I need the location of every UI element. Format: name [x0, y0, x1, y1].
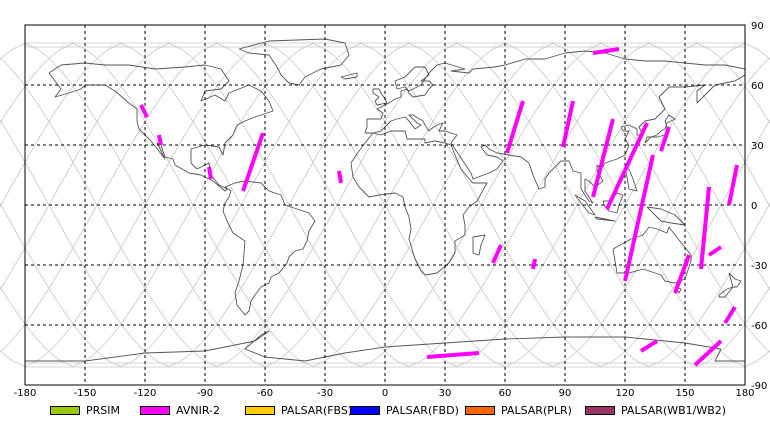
legend-item-palsar-fbd: PALSAR(FBD)	[350, 403, 459, 417]
coastline	[350, 130, 488, 276]
avnir2-observation-strip	[531, 258, 537, 270]
avnir2-observation-strip	[426, 351, 480, 359]
x-tick-label: 180	[735, 388, 754, 399]
coastline	[728, 272, 742, 288]
x-tick-label: -30	[317, 388, 333, 399]
avnir2-observation-strip	[623, 154, 655, 282]
x-tick-label: 90	[559, 388, 572, 399]
x-tick-label: 60	[499, 388, 512, 399]
legend-swatch-palsar-fbs	[245, 405, 275, 415]
avnir2-observation-strip	[591, 118, 615, 198]
axis-ticks: -180 -150 -120 -90 -60 -30 0 30 60 90 120 150 180 90 6…	[14, 21, 768, 399]
coastline	[364, 50, 746, 204]
x-tick-label: -180	[14, 388, 37, 399]
avnir2-observation-strip	[207, 166, 213, 180]
legend-item-palsar-plr: PALSAR(PLR)	[465, 403, 572, 417]
avnir2-observation-strip	[673, 254, 691, 294]
y-tick-label: 0	[751, 201, 757, 212]
avnir2-observation-strip	[727, 164, 739, 206]
coastline	[718, 286, 734, 298]
legend-swatch-avnir2	[140, 405, 170, 415]
avnir2-observation-strip	[659, 126, 671, 152]
legend-item-palsar-wb: PALSAR(WB1/WB2)	[585, 403, 726, 417]
coastline	[340, 72, 358, 80]
orbit-track	[695, 285, 770, 368]
coastline	[594, 216, 616, 222]
orbit-track	[695, 42, 770, 125]
coastline	[624, 168, 638, 192]
map-frame	[24, 24, 746, 386]
y-tick-label: -60	[751, 321, 767, 332]
legend-label-palsar-wb: PALSAR(WB1/WB2)	[621, 403, 727, 417]
coastline	[574, 194, 596, 216]
coastline	[644, 114, 676, 144]
orbit-track	[0, 42, 75, 125]
legend-item-prism: PRSIM	[50, 403, 120, 417]
legend-label-palsar-plr: PALSAR(PLR)	[501, 403, 572, 417]
avnir2-observation-strip	[241, 132, 265, 192]
legend: PRSIM AVNIR-2 PALSAR(FBS) PALSAR(FBD) PA…	[0, 401, 770, 421]
graticule	[25, 25, 745, 385]
y-tick-label: 60	[751, 81, 764, 92]
coastline	[222, 180, 316, 316]
avnir2-observation-strip	[699, 186, 711, 270]
legend-swatch-prism	[50, 405, 80, 415]
y-tick-label: 90	[751, 21, 764, 32]
x-tick-label: -60	[257, 388, 273, 399]
legend-swatch-palsar-plr	[465, 405, 495, 415]
orbit-track	[0, 42, 27, 60]
y-tick-label: 30	[751, 141, 764, 152]
legend-item-palsar-fbs: PALSAR(FBS)	[245, 403, 352, 417]
coastline	[372, 88, 388, 106]
avnir2-observation-strip	[561, 100, 575, 148]
avnir2-observation-strip	[139, 104, 149, 118]
legend-label-avnir2: AVNIR-2	[176, 403, 220, 417]
avnir2-observation-strip	[157, 134, 163, 146]
orbit-track	[647, 42, 770, 208]
x-tick-label: 120	[615, 388, 634, 399]
avnir2-observation-strip	[605, 122, 649, 210]
avnir2-observation-strip	[707, 245, 723, 257]
y-tick-label: -30	[751, 261, 767, 272]
legend-swatch-palsar-wb	[585, 405, 615, 415]
x-tick-label: -150	[74, 388, 97, 399]
coastline	[472, 234, 486, 256]
orbit-track	[0, 285, 75, 368]
legend-label-palsar-fbd: PALSAR(FBD)	[386, 403, 459, 417]
x-tick-label: 30	[439, 388, 452, 399]
avnir2-observation-strip	[639, 339, 659, 353]
avnir2-observation-strip	[723, 305, 737, 325]
x-tick-label: -120	[134, 388, 157, 399]
avnir2-observations	[139, 47, 739, 367]
avnir2-observation-strip	[505, 100, 525, 154]
legend-label-prism: PRSIM	[86, 403, 120, 417]
avnir2-observation-strip	[592, 47, 620, 55]
y-tick-label: -90	[751, 381, 767, 392]
orbit-track	[0, 202, 123, 368]
x-tick-label: 150	[675, 388, 694, 399]
x-tick-label: -90	[197, 388, 213, 399]
legend-swatch-palsar-fbd	[350, 405, 380, 415]
avnir2-observation-strip	[491, 244, 503, 264]
x-tick-label: 0	[382, 388, 388, 399]
coastline	[612, 226, 692, 284]
coastline	[48, 62, 274, 192]
avnir2-observation-strip	[693, 339, 723, 367]
avnir2-observation-strip	[337, 170, 343, 184]
legend-label-palsar-fbs: PALSAR(FBS)	[281, 403, 353, 417]
coastline	[238, 38, 350, 86]
legend-item-avnir2: AVNIR-2	[140, 403, 220, 417]
orbit-track	[0, 350, 27, 368]
